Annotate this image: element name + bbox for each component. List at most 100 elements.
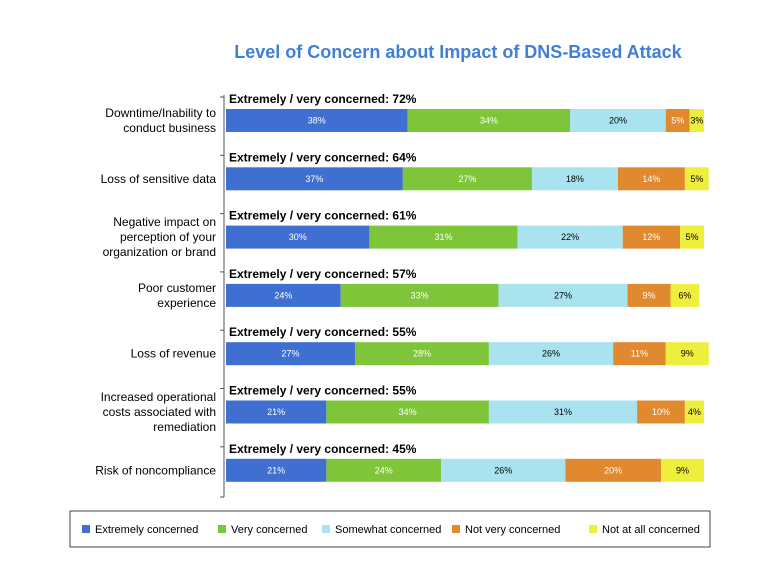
category-label-line: Loss of revenue <box>131 347 217 361</box>
segment-label: 28% <box>413 349 431 359</box>
legend-swatch <box>82 525 90 533</box>
segment-label: 5% <box>671 116 684 126</box>
segment-label: 24% <box>274 290 292 300</box>
legend: Extremely concerned Very concerned Somewha… <box>82 524 700 536</box>
segment-label: 38% <box>308 116 326 126</box>
segment-label: 18% <box>566 174 584 184</box>
segment-label: 9% <box>676 465 689 475</box>
bar-segment <box>326 458 442 482</box>
segment-label: 6% <box>678 290 691 300</box>
bar-segment <box>226 167 403 191</box>
bar-segment <box>498 283 628 307</box>
bar-annotation: Extremely / very concerned: 57% <box>229 267 417 281</box>
bar-annotation: Extremely / very concerned: 64% <box>229 150 417 164</box>
legend-swatch <box>218 525 226 533</box>
segment-label: 30% <box>289 232 307 242</box>
segment-label: 27% <box>554 290 572 300</box>
bar-segment <box>441 458 566 482</box>
chart-title: Level of Concern about Impact of DNS-Bas… <box>234 42 682 62</box>
category-label: Risk of noncompliance <box>95 463 216 477</box>
segment-label: 21% <box>267 465 285 475</box>
segment-label: 22% <box>561 232 579 242</box>
category-label: Downtime/Inability to conduct business <box>105 106 216 135</box>
category-label: Negative impact on perception of your orga… <box>103 215 216 259</box>
segment-label: 5% <box>686 232 699 242</box>
segment-label: 21% <box>267 407 285 417</box>
legend-swatch <box>322 525 330 533</box>
segment-label: 3% <box>690 116 703 126</box>
category-label-line: organization or brand <box>103 245 216 259</box>
segment-label: 31% <box>554 407 572 417</box>
segment-label: 27% <box>282 349 300 359</box>
plot-area: Downtime/Inability to conduct business Ext… <box>95 92 709 498</box>
category-label-line: Negative impact on <box>113 215 216 229</box>
bar-segment <box>226 342 356 366</box>
segment-label: 26% <box>494 465 512 475</box>
bar-segment <box>402 167 532 191</box>
legend-label: Not at all concerned <box>602 524 700 536</box>
segment-label: 20% <box>609 116 627 126</box>
segment-label: 34% <box>480 116 498 126</box>
bar-segment <box>326 400 489 424</box>
bar-segment <box>226 283 341 307</box>
category-label-line: experience <box>157 296 216 310</box>
segment-label: 31% <box>434 232 452 242</box>
bar-segment <box>488 342 614 366</box>
bar-segment <box>226 458 327 482</box>
bar-segment <box>565 458 661 482</box>
legend-label: Extremely concerned <box>95 524 198 536</box>
category-label-line: Poor customer <box>138 281 216 295</box>
bar-annotation: Extremely / very concerned: 61% <box>229 209 417 223</box>
bar-annotation: Extremely / very concerned: 55% <box>229 384 417 398</box>
category-label: Poor customer experience <box>138 281 216 310</box>
bar-segment <box>226 400 327 424</box>
bar-segment <box>517 225 623 249</box>
bar-segment <box>627 283 671 307</box>
bar-segment <box>617 167 685 191</box>
bar-segment <box>531 167 618 191</box>
bar-annotation: Extremely / very concerned: 45% <box>229 442 417 456</box>
segment-label: 34% <box>399 407 417 417</box>
category-label-line: Risk of noncompliance <box>95 463 216 477</box>
legend-swatch <box>589 525 597 533</box>
category-label-line: conduct business <box>123 121 216 135</box>
bar-segment <box>407 109 571 132</box>
segment-label: 20% <box>604 465 622 475</box>
legend-label: Very concerned <box>231 524 307 536</box>
category-label-line: Loss of sensitive data <box>101 172 217 186</box>
bar-segment <box>226 225 370 249</box>
bar-segment <box>622 225 681 249</box>
segment-label: 9% <box>643 290 656 300</box>
segment-label: 5% <box>690 174 703 184</box>
segment-label: 9% <box>681 349 694 359</box>
bar-segment <box>684 400 704 424</box>
segment-label: 4% <box>688 407 701 417</box>
legend-label: Somewhat concerned <box>335 524 441 536</box>
segment-label: 12% <box>642 232 660 242</box>
bar-segment <box>613 342 666 366</box>
bar-segment <box>488 400 638 424</box>
bar-segment <box>369 225 518 249</box>
segment-label: 10% <box>652 407 670 417</box>
segment-label: 37% <box>305 174 323 184</box>
segment-label: 33% <box>411 290 429 300</box>
category-label-line: Downtime/Inability to <box>105 106 216 120</box>
bar-annotation: Extremely / very concerned: 55% <box>229 325 417 339</box>
bar-segment <box>680 225 704 249</box>
bar-segment <box>637 400 685 424</box>
bar-segment <box>226 109 408 132</box>
legend-swatch <box>452 525 460 533</box>
legend-frame <box>69 510 711 548</box>
category-label-line: costs associated with <box>103 405 216 419</box>
bar-annotation: Extremely / very concerned: 72% <box>229 92 417 106</box>
bar-segment <box>670 283 700 307</box>
legend-label: Not very concerned <box>465 524 560 536</box>
category-label-line: remediation <box>153 420 216 434</box>
bar-segment <box>660 458 704 482</box>
bar-segment <box>684 167 709 191</box>
bar-segment <box>570 109 666 132</box>
segment-label: 11% <box>631 349 648 359</box>
bar-segment <box>689 109 704 132</box>
category-label-line: Increased operational <box>101 390 216 404</box>
bar-segment <box>665 109 690 132</box>
